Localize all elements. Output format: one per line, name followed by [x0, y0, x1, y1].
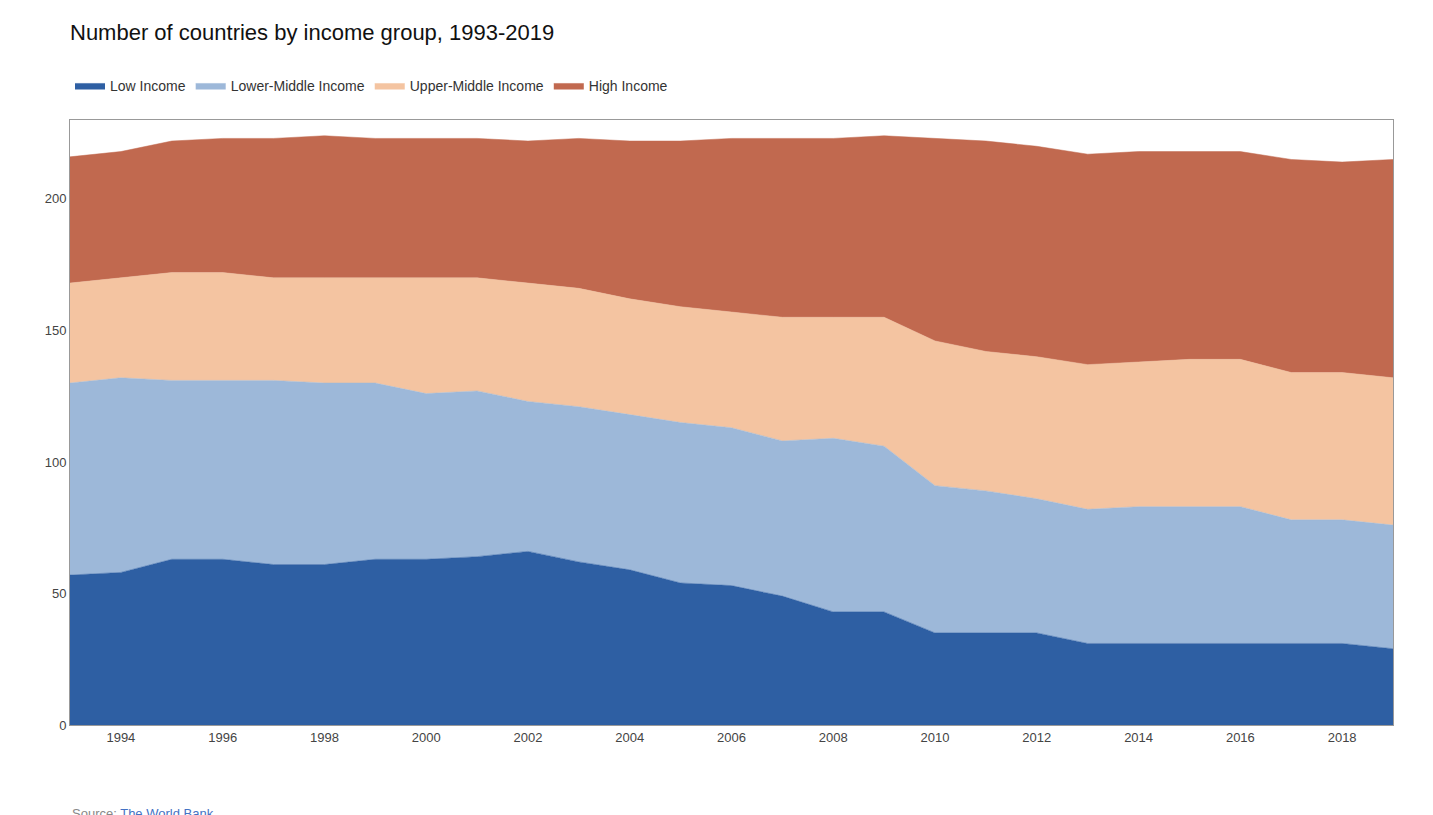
svg-text:Lower-Middle Income: Lower-Middle Income: [231, 78, 365, 94]
svg-text:0: 0: [59, 718, 66, 733]
svg-text:100: 100: [45, 455, 67, 470]
svg-text:150: 150: [45, 323, 67, 338]
svg-text:2004: 2004: [615, 730, 644, 745]
svg-text:High Income: High Income: [589, 78, 668, 94]
svg-text:200: 200: [45, 191, 67, 206]
svg-text:2006: 2006: [717, 730, 746, 745]
svg-text:1996: 1996: [208, 730, 237, 745]
svg-text:1998: 1998: [310, 730, 339, 745]
svg-text:2008: 2008: [819, 730, 848, 745]
svg-text:50: 50: [52, 586, 66, 601]
svg-text:2002: 2002: [513, 730, 542, 745]
svg-text:Number of countries by income: Number of countries by income group, 199…: [70, 20, 554, 45]
svg-text:2012: 2012: [1022, 730, 1051, 745]
svg-text:Low Income: Low Income: [110, 78, 186, 94]
svg-text:1994: 1994: [106, 730, 135, 745]
svg-text:Upper-Middle Income: Upper-Middle Income: [410, 78, 544, 94]
svg-text:2016: 2016: [1226, 730, 1255, 745]
svg-text:Source: The World Bank: Source: The World Bank: [72, 806, 214, 815]
svg-text:2018: 2018: [1328, 730, 1357, 745]
svg-text:2000: 2000: [412, 730, 441, 745]
svg-text:2014: 2014: [1124, 730, 1153, 745]
svg-text:2010: 2010: [921, 730, 950, 745]
